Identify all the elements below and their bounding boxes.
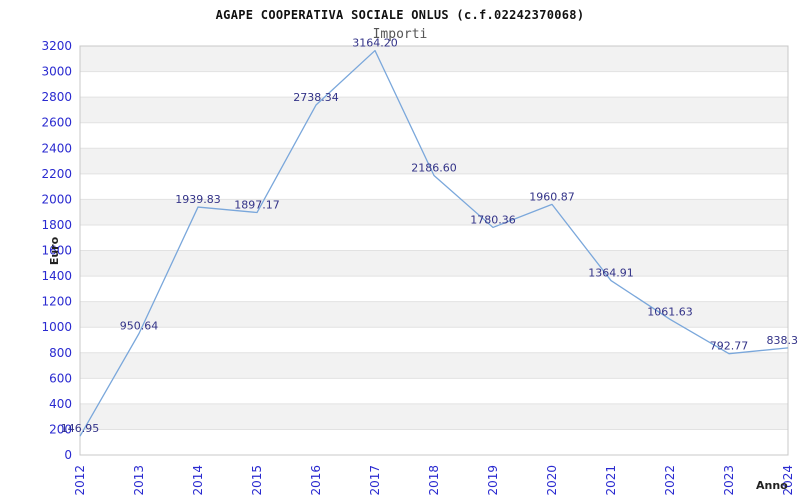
x-tick-label: 2022 bbox=[663, 465, 677, 496]
data-line bbox=[79, 49, 789, 437]
x-tick-label: 2020 bbox=[545, 465, 559, 496]
y-tick-label: 3200 bbox=[41, 39, 72, 53]
y-tick-label: 0 bbox=[64, 448, 72, 462]
x-tick-label: 2021 bbox=[604, 465, 618, 496]
y-tick-label: 2200 bbox=[41, 167, 72, 181]
data-point-label: 1960.87 bbox=[529, 190, 575, 203]
plot-band bbox=[80, 173, 788, 200]
plot-band bbox=[80, 46, 788, 72]
x-tick-label: 2023 bbox=[722, 465, 736, 496]
data-point-label: 1780.36 bbox=[470, 213, 516, 226]
x-tick-label: 2024 bbox=[781, 465, 795, 496]
plot-band bbox=[80, 327, 788, 353]
data-point-label: 1897.17 bbox=[234, 199, 280, 212]
chart-subtitle: Importi bbox=[372, 27, 428, 42]
y-tick-label: 600 bbox=[49, 371, 72, 385]
y-tick-label: 2600 bbox=[41, 116, 72, 130]
x-tick-label: 2014 bbox=[191, 465, 205, 496]
plot-band bbox=[80, 148, 788, 174]
plot-band bbox=[80, 276, 788, 302]
plot-band bbox=[80, 250, 788, 277]
plot-band bbox=[80, 352, 788, 379]
data-point-label: 1939.83 bbox=[175, 193, 221, 206]
y-tick-label: 2400 bbox=[41, 141, 72, 155]
x-tick-label: 2017 bbox=[368, 465, 382, 496]
data-point-label: 146.95 bbox=[61, 422, 100, 435]
plot-band bbox=[80, 224, 788, 251]
data-point-label: 1061.63 bbox=[647, 305, 693, 318]
y-tick-label: 1000 bbox=[41, 320, 72, 334]
y-tick-label: 1800 bbox=[41, 218, 72, 232]
data-point-label: 838.3 bbox=[767, 334, 799, 347]
data-point-label: 3164.20 bbox=[352, 37, 398, 50]
y-tick-label: 2800 bbox=[41, 90, 72, 104]
plot-band bbox=[80, 71, 788, 98]
x-tick-label: 2012 bbox=[73, 465, 87, 496]
plot-band bbox=[80, 301, 788, 328]
x-tick-label: 2019 bbox=[486, 465, 500, 496]
data-point-label: 1364.91 bbox=[588, 267, 634, 280]
y-axis-title: Euro bbox=[48, 236, 61, 266]
data-point-label: 792.77 bbox=[710, 340, 749, 353]
plot-band bbox=[80, 199, 788, 225]
chart-title: AGAPE COOPERATIVA SOCIALE ONLUS (c.f.022… bbox=[215, 8, 585, 22]
x-tick-label: 2018 bbox=[427, 465, 441, 496]
plot-border bbox=[79, 45, 789, 456]
plot-band bbox=[80, 403, 788, 430]
plot-band bbox=[80, 97, 788, 123]
x-tick-label: 2016 bbox=[309, 465, 323, 496]
y-tick-label: 2000 bbox=[41, 192, 72, 206]
y-tick-label: 3000 bbox=[41, 65, 72, 79]
plot-band bbox=[80, 122, 788, 149]
data-point-label: 950.64 bbox=[120, 319, 159, 332]
y-tick-label: 800 bbox=[49, 346, 72, 360]
y-tick-label: 200 bbox=[49, 422, 72, 436]
y-tick-label: 1400 bbox=[41, 269, 72, 283]
y-tick-label: 400 bbox=[49, 397, 72, 411]
y-tick-label: 1600 bbox=[41, 244, 72, 258]
x-tick-label: 2015 bbox=[250, 465, 264, 496]
y-tick-label: 1200 bbox=[41, 295, 72, 309]
x-tick-label: 2013 bbox=[132, 465, 146, 496]
data-point-label: 2186.60 bbox=[411, 162, 457, 175]
x-axis-title: Anno bbox=[756, 479, 788, 492]
data-point-label: 2738.34 bbox=[293, 91, 339, 104]
plot-band bbox=[80, 429, 788, 455]
plot-band bbox=[80, 378, 788, 404]
